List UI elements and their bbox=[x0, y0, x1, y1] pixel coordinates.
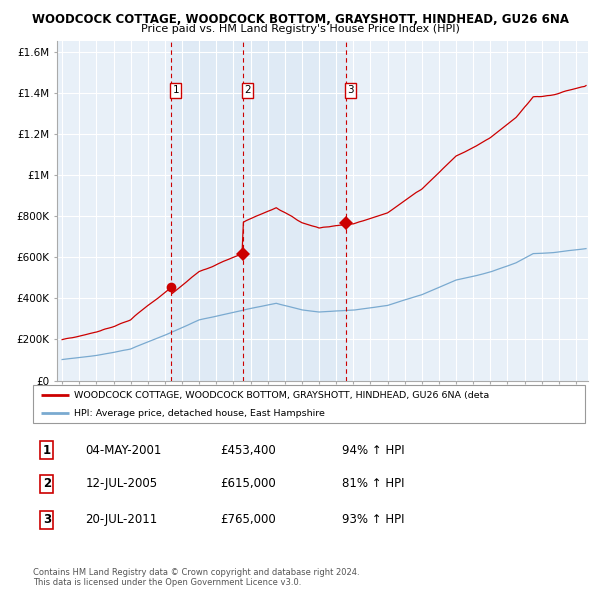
Text: 12-JUL-2005: 12-JUL-2005 bbox=[85, 477, 158, 490]
Text: 20-JUL-2011: 20-JUL-2011 bbox=[85, 513, 158, 526]
Bar bbox=[171, 41, 346, 381]
Text: 1: 1 bbox=[43, 444, 51, 457]
Text: WOODCOCK COTTAGE, WOODCOCK BOTTOM, GRAYSHOTT, HINDHEAD, GU26 6NA: WOODCOCK COTTAGE, WOODCOCK BOTTOM, GRAYS… bbox=[32, 13, 569, 26]
Text: Contains HM Land Registry data © Crown copyright and database right 2024.
This d: Contains HM Land Registry data © Crown c… bbox=[33, 568, 359, 587]
Text: £765,000: £765,000 bbox=[221, 513, 277, 526]
Text: 04-MAY-2001: 04-MAY-2001 bbox=[85, 444, 162, 457]
Text: 1: 1 bbox=[173, 86, 179, 96]
Text: HPI: Average price, detached house, East Hampshire: HPI: Average price, detached house, East… bbox=[74, 409, 325, 418]
Text: 3: 3 bbox=[347, 86, 354, 96]
Text: WOODCOCK COTTAGE, WOODCOCK BOTTOM, GRAYSHOTT, HINDHEAD, GU26 6NA (deta: WOODCOCK COTTAGE, WOODCOCK BOTTOM, GRAYS… bbox=[74, 391, 490, 400]
Text: Price paid vs. HM Land Registry's House Price Index (HPI): Price paid vs. HM Land Registry's House … bbox=[140, 24, 460, 34]
Text: 2: 2 bbox=[43, 477, 51, 490]
Text: £615,000: £615,000 bbox=[221, 477, 277, 490]
Text: 3: 3 bbox=[43, 513, 51, 526]
Text: £453,400: £453,400 bbox=[221, 444, 277, 457]
Text: 2: 2 bbox=[244, 86, 251, 96]
Text: 93% ↑ HPI: 93% ↑ HPI bbox=[342, 513, 404, 526]
Text: 94% ↑ HPI: 94% ↑ HPI bbox=[342, 444, 405, 457]
FancyBboxPatch shape bbox=[33, 385, 585, 423]
Text: 81% ↑ HPI: 81% ↑ HPI bbox=[342, 477, 404, 490]
